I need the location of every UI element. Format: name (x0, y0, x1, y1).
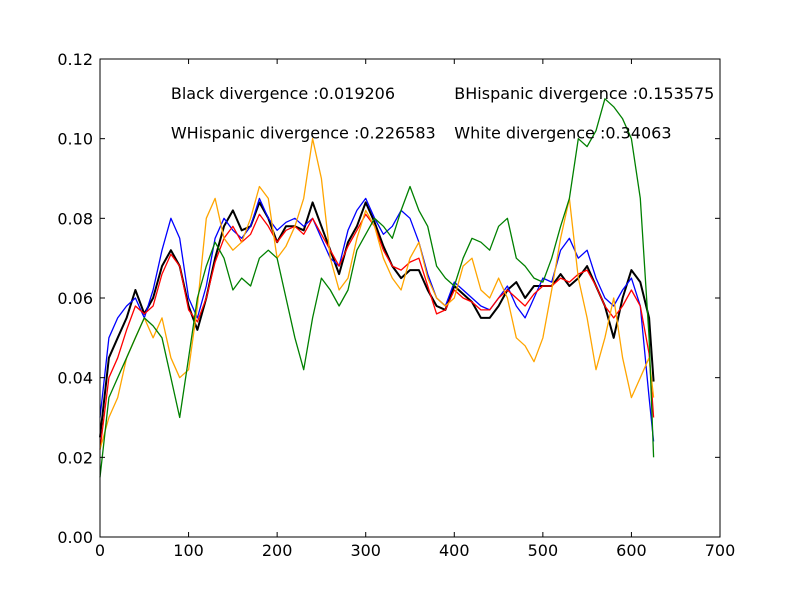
x-tick-label: 100 (173, 541, 204, 560)
x-tick-label: 300 (350, 541, 381, 560)
x-tick-label: 700 (705, 541, 736, 560)
series-line-2 (99, 213, 655, 450)
x-tick-label: 400 (439, 541, 470, 560)
divergence-annotation: BHispanic divergence :0.153575 (454, 84, 714, 103)
series-line-3 (99, 138, 655, 450)
series-layer (99, 98, 655, 478)
y-tick-label: 0.08 (57, 209, 93, 228)
x-tick-label: 0 (95, 541, 105, 560)
y-tick-label: 0.02 (57, 448, 93, 467)
y-tick-label: 0.10 (57, 130, 93, 149)
y-tick-label: 0.12 (57, 50, 93, 69)
y-tick-label: 0.06 (57, 289, 93, 308)
divergence-annotation: Black divergence :0.019206 (171, 84, 395, 103)
y-tick-label: 0.00 (57, 528, 93, 547)
x-axis: 0 100 200 300 400 500 600 700 (95, 59, 735, 560)
annotation-layer: Black divergence :0.019206 BHispanic dive… (171, 84, 714, 143)
y-tick-label: 0.04 (57, 369, 93, 388)
x-tick-label: 500 (528, 541, 559, 560)
x-tick-label: 600 (616, 541, 647, 560)
series-line-1 (99, 197, 655, 442)
x-tick-label: 200 (262, 541, 293, 560)
series-line-4 (99, 98, 655, 478)
divergence-annotation: White divergence :0.34063 (454, 124, 671, 143)
divergence-annotation: WHispanic divergence :0.226583 (171, 124, 436, 143)
y-axis: 0.00 0.02 0.04 0.06 0.08 0.10 0.12 (57, 50, 720, 547)
